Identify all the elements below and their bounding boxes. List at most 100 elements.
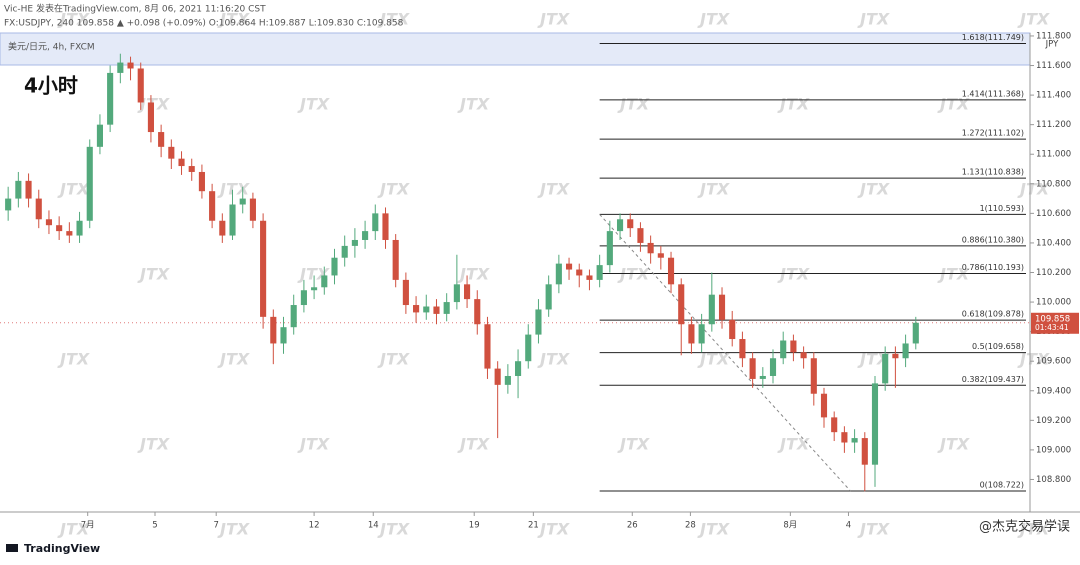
candle-body bbox=[413, 305, 420, 313]
fib-label: 0(108.722) bbox=[980, 481, 1024, 490]
candle-body bbox=[45, 219, 53, 226]
fib-label: 1(110.593) bbox=[980, 204, 1024, 213]
candle-body bbox=[35, 198, 42, 220]
candle-body bbox=[637, 228, 644, 243]
candle-body bbox=[290, 305, 297, 328]
candle-body bbox=[56, 225, 63, 232]
watermark: JTX bbox=[137, 435, 170, 454]
candle-body bbox=[198, 171, 205, 192]
candle-body bbox=[759, 375, 766, 379]
fib-label: 0.5(109.658) bbox=[972, 342, 1024, 351]
logo-text: TradingView bbox=[24, 542, 100, 555]
candle-body bbox=[178, 158, 185, 167]
x-tick-label: 5 bbox=[152, 521, 157, 531]
watermark: JTX bbox=[537, 350, 570, 369]
candle-body bbox=[515, 361, 522, 376]
logo-mark bbox=[6, 544, 18, 552]
candle-body bbox=[606, 231, 613, 266]
candle-body bbox=[260, 220, 267, 317]
fib-label: 1.272(111.102) bbox=[962, 129, 1024, 138]
candle-body bbox=[535, 309, 542, 335]
x-tick-label: 26 bbox=[627, 521, 638, 531]
y-tick-label: 111.200 bbox=[1036, 120, 1071, 130]
x-tick-label: 19 bbox=[469, 521, 480, 531]
author-line: Vic-HE 发表在TradingView.com, 8月 06, 2021 1… bbox=[4, 3, 266, 15]
candle-body bbox=[545, 284, 552, 310]
watermark: JTX bbox=[617, 435, 650, 454]
watermark: JTX bbox=[697, 520, 730, 539]
candle-body bbox=[392, 239, 399, 280]
x-tick-label: 21 bbox=[528, 521, 539, 531]
candle-body bbox=[780, 340, 787, 359]
countdown: 01:43:41 bbox=[1035, 323, 1069, 332]
candle-body bbox=[882, 353, 889, 384]
watermark: JTX bbox=[857, 180, 890, 199]
candle-body bbox=[718, 294, 726, 320]
candle-body bbox=[647, 242, 654, 254]
watermark: JTX bbox=[57, 10, 90, 29]
watermark: JTX bbox=[457, 95, 490, 114]
y-tick-label: 110.400 bbox=[1036, 238, 1071, 248]
fib-label: 0.886(110.380) bbox=[962, 235, 1024, 244]
y-tick-label: 111.400 bbox=[1036, 91, 1071, 101]
watermark: JTX bbox=[457, 435, 490, 454]
y-tick-label: 110.000 bbox=[1036, 298, 1071, 308]
candle-body bbox=[861, 438, 868, 465]
candle-body bbox=[229, 204, 236, 236]
watermark: JTX bbox=[697, 350, 730, 369]
watermark: JTX bbox=[1017, 520, 1050, 539]
candle-body bbox=[15, 180, 22, 199]
candle-body bbox=[627, 219, 634, 229]
candle-body bbox=[107, 72, 114, 125]
candle-body bbox=[555, 263, 562, 285]
watermark: JTX bbox=[1017, 350, 1050, 369]
candle-body bbox=[433, 306, 440, 314]
watermark: JTX bbox=[297, 95, 330, 114]
candle-body bbox=[698, 324, 705, 344]
last-price-box bbox=[1031, 312, 1079, 334]
candle-body bbox=[158, 132, 165, 147]
y-tick-label: 109.400 bbox=[1036, 386, 1071, 396]
candle-body bbox=[239, 198, 246, 205]
fib-trend bbox=[599, 214, 851, 492]
candle-body bbox=[402, 279, 409, 306]
candle-body bbox=[810, 358, 817, 394]
last-price-label: 109.858 bbox=[1035, 314, 1070, 324]
watermark: JTX bbox=[377, 10, 410, 29]
candle-body bbox=[871, 383, 879, 465]
candle-body bbox=[739, 339, 746, 359]
credit: @杰克交易学误 bbox=[979, 519, 1070, 535]
candle-body bbox=[249, 198, 256, 221]
watermark: JTX bbox=[1017, 180, 1050, 199]
candle-body bbox=[300, 290, 307, 306]
candle-body bbox=[800, 352, 807, 359]
candle-body bbox=[66, 231, 73, 236]
x-tick-label: 7 bbox=[213, 521, 218, 531]
x-tick-label: 28 bbox=[685, 521, 696, 531]
y-tick-label: 109.200 bbox=[1036, 416, 1071, 426]
chart-title: 4小时 bbox=[24, 74, 78, 98]
candle-body bbox=[851, 438, 858, 443]
candle-body bbox=[147, 102, 154, 133]
candle-body bbox=[76, 220, 83, 236]
watermark: JTX bbox=[377, 520, 410, 539]
candle-body bbox=[657, 253, 664, 258]
candle-body bbox=[820, 393, 828, 418]
candle-body bbox=[188, 166, 195, 172]
candle-body bbox=[362, 231, 369, 240]
watermark: JTX bbox=[377, 350, 410, 369]
candle-body bbox=[525, 334, 532, 362]
x-tick-label: 7月 bbox=[81, 521, 95, 531]
watermark: JTX bbox=[57, 520, 90, 539]
watermark: JTX bbox=[777, 95, 810, 114]
watermark: JTX bbox=[297, 435, 330, 454]
y-tick-label: 111.800 bbox=[1036, 31, 1071, 41]
pane-header bbox=[0, 32, 1031, 66]
fib-label: 1.414(111.368) bbox=[962, 89, 1024, 98]
watermark: JTX bbox=[697, 180, 730, 199]
watermark: JTX bbox=[857, 520, 890, 539]
candle-body bbox=[382, 213, 389, 240]
candle-body bbox=[117, 62, 124, 73]
